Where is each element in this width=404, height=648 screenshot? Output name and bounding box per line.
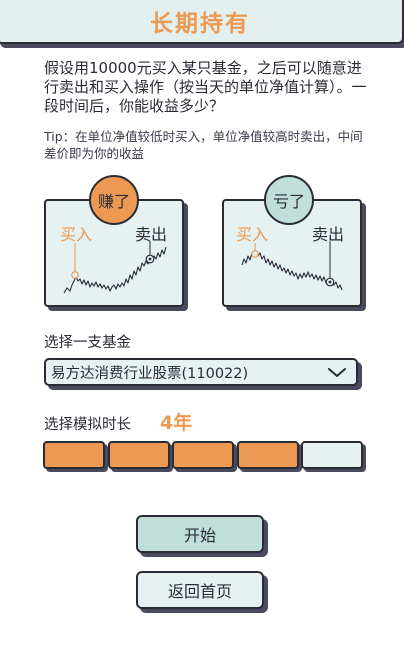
duration-segment[interactable] <box>301 441 363 469</box>
duration-label: 选择模拟时长 <box>44 417 131 433</box>
start-button[interactable]: 开始 <box>136 515 264 553</box>
gain-buy-label: 买入 <box>60 225 93 244</box>
tip-text: Tip：在单位净值较低时买入，单位净值较高时卖出，中间差价即为你的收益 <box>44 129 363 161</box>
duration-segment[interactable] <box>236 441 299 469</box>
page-title: 长期持有 <box>150 11 250 37</box>
duration-segment[interactable] <box>172 441 234 469</box>
intro-text: 假设用10000元买入某只基金，之后可以随意进行卖出和买入操作（按当天的单位净值… <box>44 59 367 115</box>
loss-buy-label: 买入 <box>236 225 269 244</box>
fund-select[interactable]: 易方达消费行业股票(110022) <box>44 358 358 386</box>
title-bar: 长期持有 <box>0 0 404 44</box>
loss-badge: 亏了 <box>264 175 314 225</box>
gain-badge: 赚了 <box>89 175 139 225</box>
gain-example-chart <box>63 241 167 294</box>
gain-sell-label: 卖出 <box>135 225 168 244</box>
fund-select-value: 易方达消费行业股票(110022) <box>51 365 249 382</box>
duration-segment[interactable] <box>107 441 170 469</box>
loss-example-chart <box>241 241 343 291</box>
chevron-down-icon <box>328 368 346 377</box>
fund-select-label: 选择一支基金 <box>44 335 131 351</box>
duration-value: 4年 <box>160 412 193 434</box>
duration-segment[interactable] <box>43 441 105 469</box>
back-home-button[interactable]: 返回首页 <box>136 571 264 609</box>
loss-sell-label: 卖出 <box>312 225 345 244</box>
